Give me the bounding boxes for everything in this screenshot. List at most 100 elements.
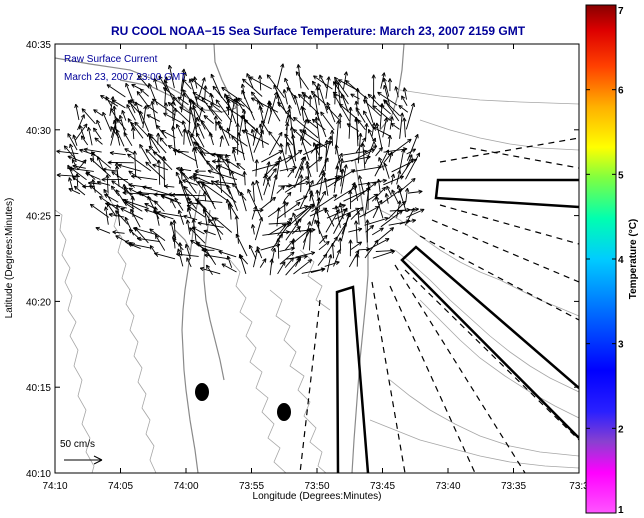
- current-vector: [406, 133, 419, 161]
- current-vector: [352, 182, 359, 201]
- current-vector: [96, 119, 102, 131]
- x-tick-label: 74:10: [42, 481, 67, 492]
- current-vector: [192, 92, 221, 108]
- current-vector: [334, 76, 349, 98]
- current-vector: [99, 195, 120, 211]
- colorbar-tick-label: 6: [618, 86, 624, 97]
- current-vector: [159, 137, 168, 147]
- current-vector: [358, 175, 365, 195]
- current-vector: [155, 234, 166, 251]
- current-vector: [93, 127, 102, 140]
- current-vector: [107, 160, 134, 165]
- current-vector: [299, 129, 327, 148]
- buoy-marker-west: [195, 383, 209, 401]
- current-vector: [167, 145, 197, 162]
- current-vector: [126, 104, 136, 121]
- y-tick-label: 40:35: [26, 40, 51, 51]
- current-vector: [325, 76, 331, 99]
- current-vector: [382, 117, 389, 138]
- x-axis: 74:10 74:05 74:00 73:55 73:50 73:45 73:40 73:35…: [42, 44, 589, 492]
- current-vector: [210, 102, 223, 113]
- current-vector: [200, 181, 230, 202]
- colorbar-tick-label: 2: [618, 424, 624, 435]
- current-vector: [153, 206, 160, 226]
- current-vector: [285, 122, 290, 155]
- current-vector: [366, 238, 390, 251]
- current-vector: [332, 81, 349, 105]
- colorbar: [585, 4, 617, 514]
- current-vector: [367, 93, 381, 107]
- current-vector: [139, 110, 150, 132]
- current-vector: [110, 108, 118, 121]
- current-vector: [399, 112, 405, 139]
- current-vector: [199, 266, 221, 275]
- current-vector: [310, 267, 326, 274]
- current-vector: [391, 138, 412, 155]
- current-vector: [317, 83, 328, 114]
- current-vector: [197, 221, 224, 228]
- current-vector: [268, 101, 281, 122]
- current-vector: [401, 95, 408, 106]
- current-vector: [133, 226, 158, 236]
- current-vector: [194, 168, 206, 174]
- colorbar-tick-label: 5: [618, 170, 624, 181]
- current-vector: [292, 212, 301, 233]
- chart-title: RU COOL NOAA−15 Sea Surface Temperature:…: [111, 24, 526, 38]
- current-vector: [375, 122, 383, 148]
- current-vector: [221, 86, 237, 99]
- current-vector: [375, 196, 384, 219]
- current-vector: [276, 207, 281, 227]
- current-vector: [130, 174, 158, 181]
- current-vector: [225, 198, 231, 210]
- current-vector: [256, 246, 263, 259]
- current-vector: [390, 122, 400, 130]
- x-tick-label: 74:00: [173, 481, 198, 492]
- current-vector: [306, 119, 318, 129]
- current-vector: [315, 189, 320, 210]
- current-vector: [145, 161, 166, 181]
- current-vector: [154, 252, 176, 260]
- current-vector: [179, 169, 190, 180]
- current-vector: [184, 243, 191, 260]
- current-vector: [305, 160, 311, 194]
- current-vector: [338, 202, 344, 220]
- current-vector: [324, 139, 329, 172]
- current-vector: [214, 217, 233, 233]
- current-vector: [110, 185, 120, 197]
- current-vector: [282, 200, 287, 218]
- current-vector: [275, 156, 282, 180]
- colorbar-label: Temperature (°C): [628, 219, 639, 300]
- current-vector: [172, 96, 183, 107]
- current-vector: [335, 152, 343, 170]
- current-vector: [363, 99, 382, 117]
- current-vector: [127, 100, 141, 115]
- current-vector: [218, 126, 248, 147]
- current-vector: [360, 143, 366, 169]
- current-vector: [136, 91, 149, 107]
- current-vector: [357, 119, 366, 131]
- current-vector: [284, 257, 294, 268]
- current-vector: [332, 203, 346, 210]
- current-vector: [206, 264, 213, 276]
- current-vector: [259, 258, 267, 268]
- current-vector: [339, 158, 344, 173]
- current-vector: [203, 115, 214, 124]
- current-vector: [208, 218, 224, 235]
- current-vector: [310, 90, 327, 106]
- current-vector: [276, 185, 285, 194]
- current-vector: [181, 171, 197, 194]
- current-vector: [195, 197, 223, 203]
- current-vector: [130, 208, 141, 228]
- current-vector: [199, 150, 231, 157]
- colorbar-tick-label: 1: [618, 505, 624, 516]
- current-vector: [407, 189, 423, 194]
- colorbar-tick-label: 3: [618, 340, 624, 351]
- current-vector: [221, 263, 237, 273]
- current-vector: [190, 133, 206, 157]
- current-vector: [103, 206, 109, 225]
- current-vector: [232, 147, 245, 155]
- current-vector: [285, 149, 303, 163]
- current-vector: [146, 104, 158, 114]
- current-vector: [276, 238, 281, 259]
- current-vector: [112, 119, 121, 146]
